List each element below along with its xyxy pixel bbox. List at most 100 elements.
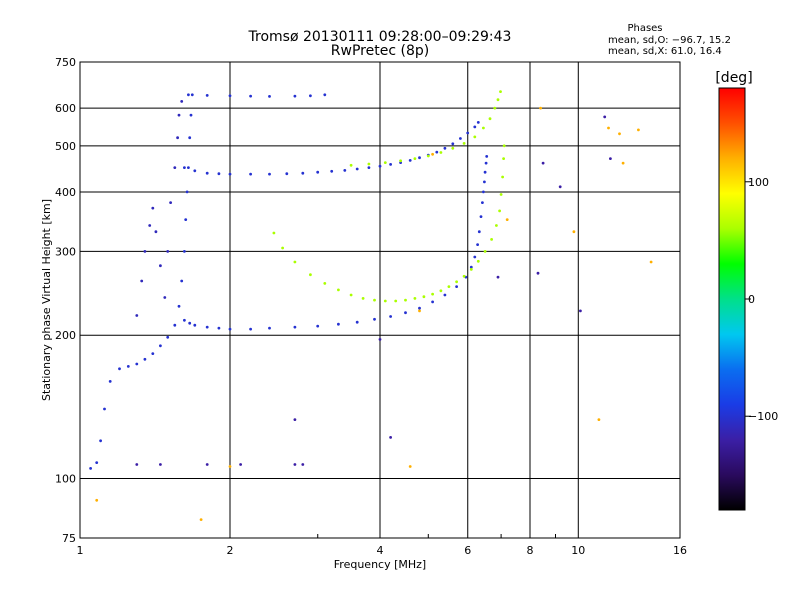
x-tick-label: 2 [227,544,234,557]
data-point [408,465,412,468]
data-point [189,113,193,117]
colorbar [718,87,746,511]
y-axis-label: Stationary phase Virtual Height [km] [40,199,53,401]
data-point [183,318,186,322]
data-point [159,344,162,348]
x-tick-label: 1 [77,544,84,557]
data-point [187,93,190,97]
data-point [579,309,582,313]
data-point [148,224,152,227]
data-point [95,498,99,502]
y-tick-label: 300 [55,245,76,258]
data-point [228,94,232,98]
data-point [190,93,194,97]
data-point [496,275,500,279]
data-point [431,300,434,304]
chart-title: Tromsø 20130111 09:28:00–09:29:43 [248,29,512,45]
data-point [193,323,197,327]
data-point [140,279,144,283]
data-point [498,209,501,213]
data-point [228,465,232,468]
data-point [293,325,297,329]
data-point [476,259,480,263]
data-point [483,250,487,253]
data-point [502,144,506,148]
data-point [378,164,382,168]
data-point [169,201,173,205]
grid-lines [79,61,681,539]
data-point [205,325,209,329]
stats-line-x: mean, sd,X: 61.0, 16.4 [608,46,722,57]
data-point [367,166,371,170]
chart-subtitle: RwPretec (8p) [331,43,429,59]
data-point [367,162,371,166]
data-point [166,335,170,339]
data-point [451,142,455,146]
data-point [443,146,447,150]
data-point [95,461,99,464]
data-point [185,190,189,194]
data-point [609,157,612,161]
data-point [281,246,284,250]
data-point [309,273,312,277]
data-point [151,352,155,355]
data-point [469,268,473,271]
data-point [108,380,112,383]
data-point [476,243,479,247]
y-tick-label: 400 [55,186,76,199]
axis-ticks: 1 2 4 6 8 10 16 75 100 200 300 400 500 600 750 [55,56,687,557]
data-point [431,292,434,296]
data-point [355,167,359,171]
data-point [462,142,466,145]
data-point [473,125,477,129]
data-point [408,159,412,162]
data-point [455,285,458,288]
data-point [495,224,498,227]
data-point [316,324,320,328]
data-point [466,131,470,135]
data-point [249,94,253,98]
data-point [176,136,180,140]
data-point [361,297,365,300]
data-point [118,367,121,371]
data-point [143,357,147,361]
data-point [217,326,221,330]
x-tick-label: 6 [464,544,471,557]
y-tick-label: 75 [62,532,76,545]
colorbar-tick-label: −100 [748,410,778,423]
stats-line-o: mean, sd,O: −96.7, 15.2 [608,35,731,46]
data-point [476,121,480,124]
data-point [488,117,492,121]
data-point [135,314,139,317]
data-point [483,180,486,184]
data-point [618,132,621,136]
data-point [451,146,455,150]
data-point [501,175,504,179]
data-point [99,439,102,443]
data-point [539,106,542,110]
data-point [249,327,253,331]
data-point [455,280,458,284]
data-point [159,264,162,268]
data-point [183,250,186,253]
data-point [383,161,387,165]
data-point [187,166,190,170]
x-tick-label: 8 [527,544,534,557]
y-tick-label: 100 [55,473,76,486]
data-point [490,238,493,241]
data-point [349,293,353,297]
data-point [89,467,92,470]
data-point [126,365,130,368]
data-point [499,90,502,93]
data-point [205,463,209,466]
data-point [404,298,407,302]
data-point [479,215,483,219]
data-point [135,463,139,466]
data-point [293,260,297,264]
data-point [316,170,320,174]
colorbar-tick-label: 0 [748,293,755,306]
data-point [469,265,473,269]
data-point [493,106,497,110]
data-point [349,163,353,167]
data-point [239,463,243,466]
